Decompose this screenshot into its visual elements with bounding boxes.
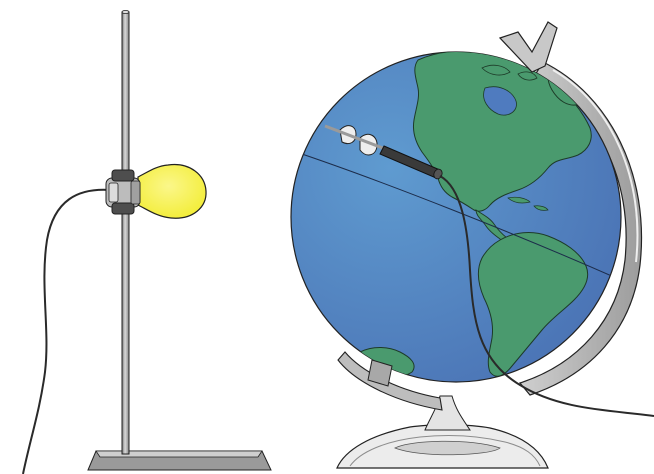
stand-rod: [121, 11, 130, 455]
bulb-clamp: [105, 169, 141, 215]
light-bulb: [137, 164, 207, 219]
ring-bottom-arc: [337, 351, 443, 411]
ring-stand: [87, 9, 272, 471]
probe-cable: [439, 175, 654, 417]
ring-top-clamp: [498, 21, 558, 73]
globe-stand-base: [336, 395, 549, 469]
bulb-assembly: [22, 164, 207, 474]
temperature-probe: [324, 124, 443, 180]
globe: [290, 51, 622, 383]
bulb-power-cord: [22, 188, 111, 474]
globe-ring-clamps: [337, 21, 558, 411]
ring-bottom-clamp: [367, 359, 393, 387]
equator-line: [291, 149, 621, 286]
south-america: [477, 232, 589, 377]
